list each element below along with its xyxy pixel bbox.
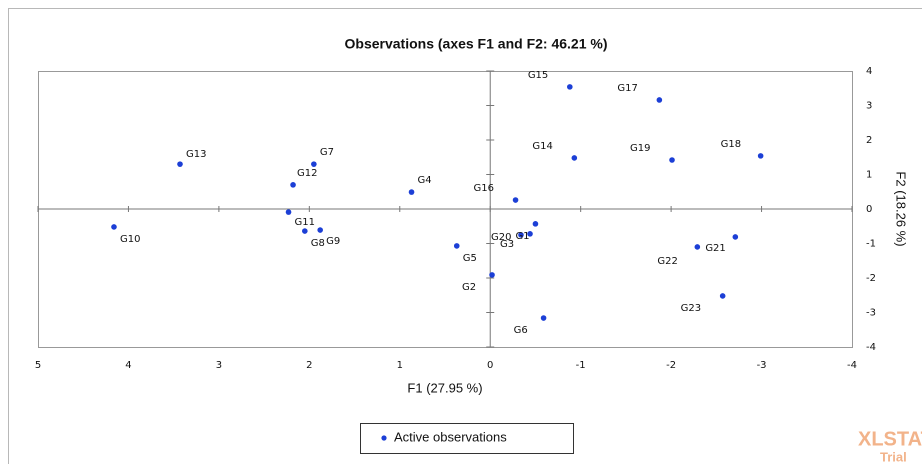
- y-axis-label: F2 (18.26 %): [894, 171, 909, 246]
- point-label: G16: [474, 183, 494, 194]
- point: [656, 97, 663, 103]
- point-label: G21: [705, 243, 725, 254]
- point-label: G18: [721, 139, 741, 150]
- x-tick-label: -2: [666, 360, 676, 371]
- point: [669, 157, 675, 163]
- y-tick-label: -4: [866, 342, 876, 353]
- legend-marker: [381, 435, 387, 441]
- x-tick-label: -3: [757, 360, 767, 371]
- point-label: G14: [532, 141, 552, 152]
- x-axis-label: F1 (27.95 %): [407, 380, 482, 395]
- point-label: G23: [681, 303, 701, 314]
- point-label: G5: [463, 253, 477, 264]
- chart-border: [8, 8, 922, 464]
- x-tick-label: 2: [306, 360, 312, 371]
- point: [518, 232, 524, 238]
- point-label: G9: [326, 236, 340, 247]
- point-label: G13: [186, 149, 206, 160]
- y-tick-label: 2: [866, 135, 872, 146]
- x-tick-label: -1: [576, 360, 586, 371]
- point: [571, 155, 578, 161]
- point: [567, 84, 573, 90]
- chart-title: Observations (axes F1 and F2: 46.21 %): [345, 36, 608, 52]
- y-tick-label: 0: [866, 204, 872, 215]
- point-label: G7: [320, 147, 334, 158]
- y-tick-label: 1: [866, 170, 872, 181]
- point-label: G1: [515, 231, 529, 242]
- point: [757, 153, 764, 159]
- point-label: G10: [120, 234, 140, 245]
- point-label: G22: [657, 256, 677, 267]
- point: [111, 224, 117, 230]
- legend-box: [360, 423, 574, 454]
- point: [540, 315, 547, 321]
- x-tick-label: 3: [216, 360, 222, 371]
- point: [719, 293, 726, 299]
- point: [532, 221, 539, 227]
- point: [527, 231, 533, 237]
- point-label: G12: [297, 168, 317, 179]
- x-tick-label: 5: [35, 360, 41, 371]
- point-label: G2: [462, 282, 476, 293]
- point-label: G11: [295, 217, 315, 228]
- point: [302, 228, 308, 234]
- point: [290, 182, 296, 188]
- point: [512, 197, 519, 203]
- y-tick-label: 3: [866, 101, 872, 112]
- point: [489, 272, 495, 278]
- y-tick-label: -1: [866, 239, 876, 250]
- point: [408, 189, 415, 195]
- point-label: G8: [311, 238, 325, 249]
- point-label: G3: [500, 239, 514, 250]
- point: [311, 161, 317, 167]
- point-label: G19: [630, 143, 650, 154]
- x-tick-label: 1: [397, 360, 403, 371]
- point-label: G17: [617, 83, 637, 94]
- point-label: G20: [491, 232, 511, 243]
- x-tick-label: -4: [847, 360, 857, 371]
- legend-label: Active observations: [394, 429, 507, 444]
- point: [453, 243, 460, 249]
- point-label: G4: [418, 175, 432, 186]
- y-tick-label: 4: [866, 66, 872, 77]
- point: [694, 244, 701, 250]
- point: [732, 234, 739, 240]
- point: [317, 227, 323, 233]
- watermark-sub: Trial: [880, 449, 907, 464]
- point-label: G6: [514, 325, 528, 336]
- point-label: G15: [528, 70, 548, 81]
- point: [177, 161, 183, 167]
- y-tick-label: -3: [866, 308, 876, 319]
- y-tick-label: -2: [866, 273, 876, 284]
- x-tick-label: 4: [125, 360, 131, 371]
- x-tick-label: 0: [487, 360, 493, 371]
- point: [285, 209, 292, 215]
